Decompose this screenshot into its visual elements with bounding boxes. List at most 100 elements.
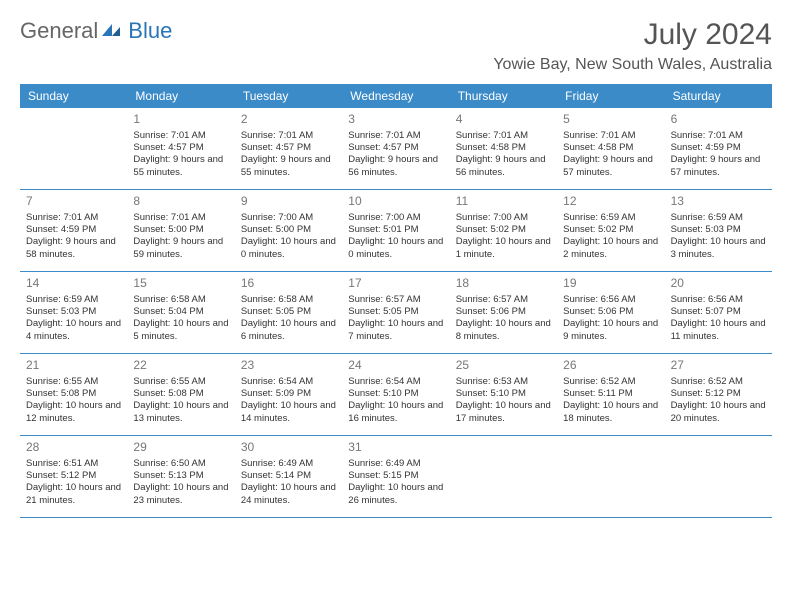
sunrise-text: Sunrise: 7:01 AM	[241, 130, 336, 142]
sunset-text: Sunset: 5:00 PM	[241, 224, 336, 236]
daylight-text: Daylight: 10 hours and 8 minutes.	[456, 318, 551, 343]
calendar-cell: 4Sunrise: 7:01 AMSunset: 4:58 PMDaylight…	[450, 108, 557, 190]
daylight-text: Daylight: 10 hours and 20 minutes.	[671, 400, 766, 425]
weekday-header: Monday	[127, 84, 234, 108]
month-title: July 2024	[493, 18, 772, 52]
daylight-text: Daylight: 10 hours and 18 minutes.	[563, 400, 658, 425]
day-number: 30	[241, 440, 336, 456]
calendar-cell: 8Sunrise: 7:01 AMSunset: 5:00 PMDaylight…	[127, 190, 234, 272]
day-number: 10	[348, 194, 443, 210]
day-number: 7	[26, 194, 121, 210]
sunrise-text: Sunrise: 7:01 AM	[26, 212, 121, 224]
logo-icon	[102, 18, 124, 44]
sunrise-text: Sunrise: 6:55 AM	[133, 376, 228, 388]
daylight-text: Daylight: 10 hours and 3 minutes.	[671, 236, 766, 261]
calendar-cell: 15Sunrise: 6:58 AMSunset: 5:04 PMDayligh…	[127, 272, 234, 354]
sunset-text: Sunset: 5:04 PM	[133, 306, 228, 318]
calendar-cell: 25Sunrise: 6:53 AMSunset: 5:10 PMDayligh…	[450, 354, 557, 436]
calendar-cell: 24Sunrise: 6:54 AMSunset: 5:10 PMDayligh…	[342, 354, 449, 436]
calendar-header-row: SundayMondayTuesdayWednesdayThursdayFrid…	[20, 84, 772, 108]
calendar-cell: 20 Sunrise: 6:56 AMSunset: 5:07 PMDayligh…	[665, 272, 772, 354]
calendar-cell: 9Sunrise: 7:00 AMSunset: 5:00 PMDaylight…	[235, 190, 342, 272]
day-number: 11	[456, 194, 551, 210]
calendar-cell: 17Sunrise: 6:57 AMSunset: 5:05 PMDayligh…	[342, 272, 449, 354]
sunrise-text: Sunrise: 6:53 AM	[456, 376, 551, 388]
sunset-text: Sunset: 4:57 PM	[241, 142, 336, 154]
day-number: 19	[563, 276, 658, 292]
calendar-body: 1Sunrise: 7:01 AMSunset: 4:57 PMDaylight…	[20, 108, 772, 518]
daylight-text: Daylight: 10 hours and 7 minutes.	[348, 318, 443, 343]
calendar-cell: 2 Sunrise: 7:01 AMSunset: 4:57 PMDaylight…	[235, 108, 342, 190]
day-number: 1	[133, 112, 228, 128]
day-number: 29	[133, 440, 228, 456]
sunrise-text: Sunrise: 6:56 AM	[671, 294, 766, 306]
sunrise-text: Sunrise: 6:49 AM	[348, 458, 443, 470]
day-number: 8	[133, 194, 228, 210]
calendar-cell: 26Sunrise: 6:52 AMSunset: 5:11 PMDayligh…	[557, 354, 664, 436]
calendar-cell: 31Sunrise: 6:49 AMSunset: 5:15 PMDayligh…	[342, 436, 449, 518]
calendar-cell: 18Sunrise: 6:57 AMSunset: 5:06 PMDayligh…	[450, 272, 557, 354]
calendar-cell: 7Sunrise: 7:01 AMSunset: 4:59 PMDaylight…	[20, 190, 127, 272]
calendar: SundayMondayTuesdayWednesdayThursdayFrid…	[20, 84, 772, 518]
calendar-cell: 23Sunrise: 6:54 AMSunset: 5:09 PMDayligh…	[235, 354, 342, 436]
logo-text-2: Blue	[128, 18, 172, 44]
weekday-header: Sunday	[20, 84, 127, 108]
daylight-text: Daylight: 9 hours and 56 minutes.	[456, 154, 551, 179]
logo-text-1: General	[20, 18, 98, 44]
day-number: 27	[671, 358, 766, 374]
calendar-cell: 12Sunrise: 6:59 AMSunset: 5:02 PMDayligh…	[557, 190, 664, 272]
calendar-cell: 11Sunrise: 7:00 AMSunset: 5:02 PMDayligh…	[450, 190, 557, 272]
daylight-text: Daylight: 9 hours and 56 minutes.	[348, 154, 443, 179]
sunset-text: Sunset: 5:14 PM	[241, 470, 336, 482]
calendar-cell: 6Sunrise: 7:01 AMSunset: 4:59 PMDaylight…	[665, 108, 772, 190]
sunrise-text: Sunrise: 7:00 AM	[348, 212, 443, 224]
day-number: 15	[133, 276, 228, 292]
header: General Blue July 2024 Yowie Bay, New Sou…	[20, 18, 772, 74]
sunset-text: Sunset: 5:12 PM	[671, 388, 766, 400]
daylight-text: Daylight: 10 hours and 1 minute.	[456, 236, 551, 261]
calendar-cell: 22Sunrise: 6:55 AMSunset: 5:08 PMDayligh…	[127, 354, 234, 436]
day-number: 2	[241, 112, 336, 128]
sunrise-text: Sunrise: 6:59 AM	[26, 294, 121, 306]
sunrise-text: Sunrise: 6:54 AM	[348, 376, 443, 388]
daylight-text: Daylight: 10 hours and 24 minutes.	[241, 482, 336, 507]
daylight-text: Daylight: 10 hours and 0 minutes.	[241, 236, 336, 261]
calendar-cell: 21Sunrise: 6:55 AMSunset: 5:08 PMDayligh…	[20, 354, 127, 436]
daylight-text: Daylight: 10 hours and 17 minutes.	[456, 400, 551, 425]
daylight-text: Daylight: 9 hours and 55 minutes.	[133, 154, 228, 179]
sunset-text: Sunset: 5:15 PM	[348, 470, 443, 482]
day-number: 28	[26, 440, 121, 456]
sunset-text: Sunset: 4:57 PM	[348, 142, 443, 154]
daylight-text: Daylight: 9 hours and 58 minutes.	[26, 236, 121, 261]
calendar-cell-empty	[557, 436, 664, 518]
day-number: 25	[456, 358, 551, 374]
sunset-text: Sunset: 4:58 PM	[563, 142, 658, 154]
sunset-text: Sunset: 4:58 PM	[456, 142, 551, 154]
location: Yowie Bay, New South Wales, Australia	[493, 56, 772, 74]
weekday-header: Thursday	[450, 84, 557, 108]
daylight-text: Daylight: 10 hours and 23 minutes.	[133, 482, 228, 507]
daylight-text: Daylight: 10 hours and 11 minutes.	[671, 318, 766, 343]
sunrise-text: Sunrise: 7:00 AM	[456, 212, 551, 224]
calendar-cell: 5Sunrise: 7:01 AMSunset: 4:58 PMDaylight…	[557, 108, 664, 190]
sunset-text: Sunset: 5:03 PM	[671, 224, 766, 236]
weekday-header: Wednesday	[342, 84, 449, 108]
day-number: 22	[133, 358, 228, 374]
header-right: July 2024 Yowie Bay, New South Wales, Au…	[493, 18, 772, 74]
sunset-text: Sunset: 5:08 PM	[133, 388, 228, 400]
sunset-text: Sunset: 5:08 PM	[26, 388, 121, 400]
day-number: 13	[671, 194, 766, 210]
calendar-cell-empty	[20, 108, 127, 190]
calendar-cell: 28Sunrise: 6:51 AMSunset: 5:12 PMDayligh…	[20, 436, 127, 518]
sunrise-text: Sunrise: 7:01 AM	[563, 130, 658, 142]
calendar-cell-empty	[665, 436, 772, 518]
daylight-text: Daylight: 9 hours and 55 minutes.	[241, 154, 336, 179]
sunset-text: Sunset: 5:00 PM	[133, 224, 228, 236]
sunset-text: Sunset: 5:11 PM	[563, 388, 658, 400]
sunset-text: Sunset: 5:07 PM	[671, 306, 766, 318]
sunset-text: Sunset: 4:57 PM	[133, 142, 228, 154]
calendar-cell: 3Sunrise: 7:01 AMSunset: 4:57 PMDaylight…	[342, 108, 449, 190]
day-number: 20	[671, 276, 766, 292]
daylight-text: Daylight: 10 hours and 16 minutes.	[348, 400, 443, 425]
sunset-text: Sunset: 5:05 PM	[241, 306, 336, 318]
